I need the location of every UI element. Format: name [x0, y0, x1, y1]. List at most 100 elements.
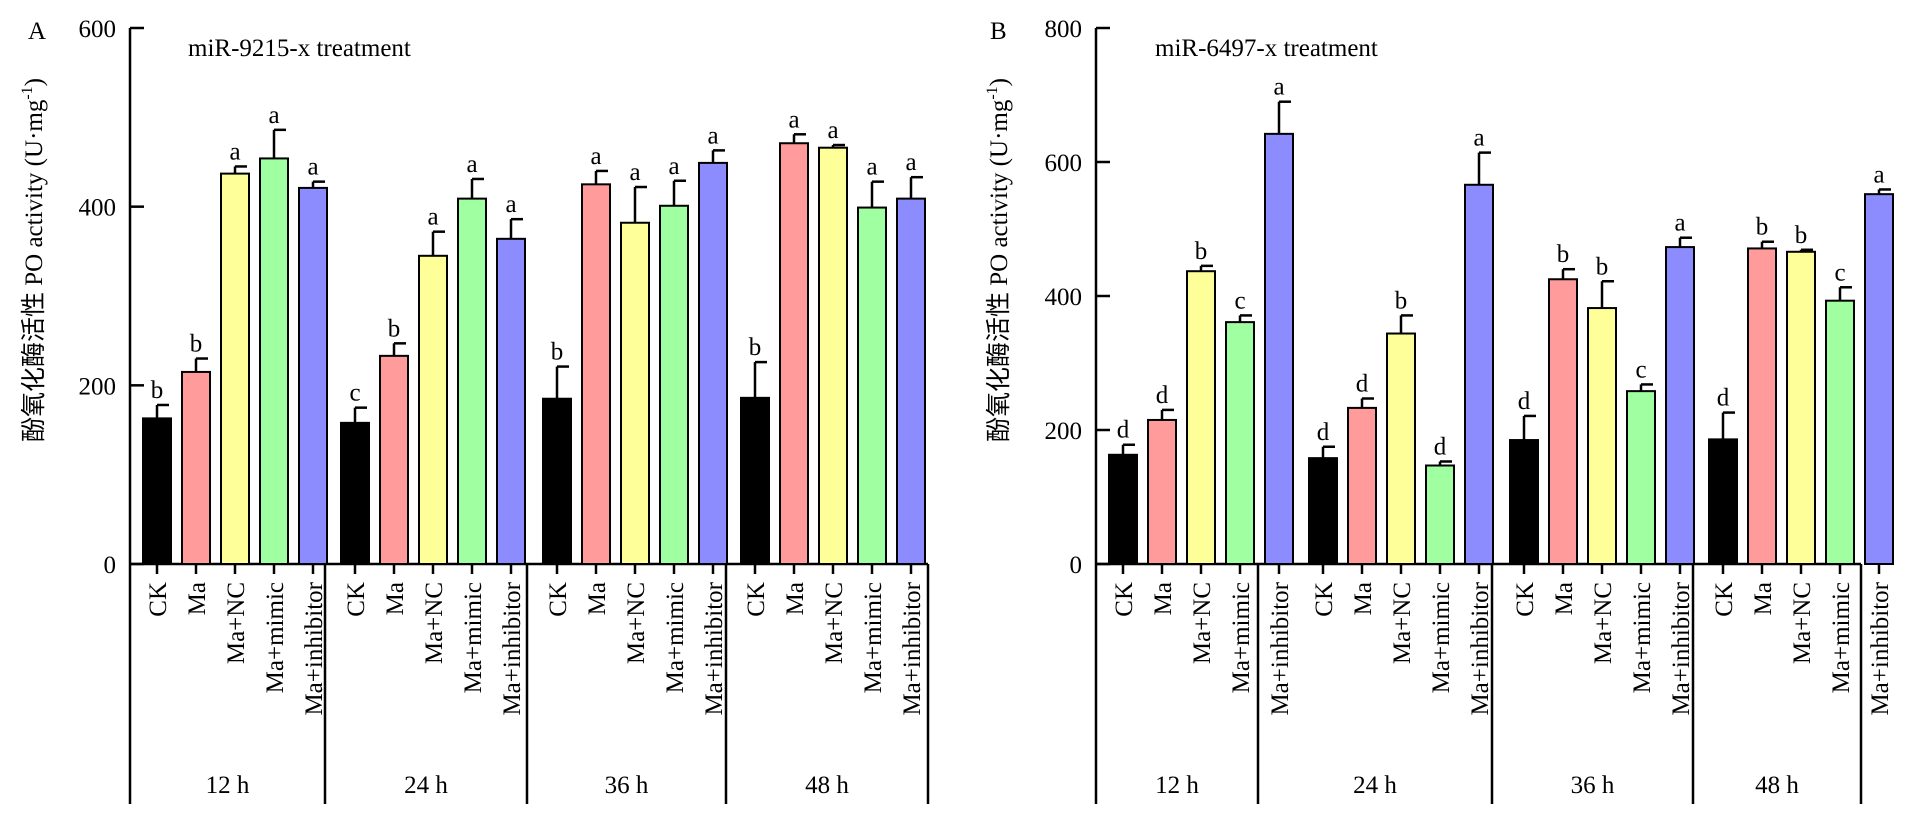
significance-label: a: [427, 204, 438, 231]
significance-label: a: [629, 159, 640, 186]
bar: [220, 172, 250, 565]
significance-label: a: [788, 106, 799, 133]
panel-a-plot: 0 200 400 600 12 h b CK b Ma a Ma+NC a Ma+mimic a Ma+i…: [79, 16, 930, 804]
bar: [340, 421, 370, 565]
category-label: Ma+mimic: [262, 582, 289, 693]
panel-b-label: B: [990, 18, 1007, 45]
panel-b-title: miR-6497-x treatment: [1155, 35, 1378, 62]
category-label: CK: [545, 582, 572, 617]
category-label: Ma+inhibitor: [499, 581, 526, 715]
significance-label: b: [1557, 241, 1570, 268]
bar: [620, 221, 650, 565]
significance-label: b: [1795, 222, 1808, 249]
category-label: CK: [145, 582, 172, 617]
category-label: CK: [1111, 582, 1138, 617]
y-tick-label: 800: [1045, 16, 1083, 43]
y-tick-label: 400: [79, 195, 117, 222]
significance-label: a: [1873, 161, 1884, 188]
category-label: Ma+inhibitor: [701, 581, 728, 715]
significance-label: a: [668, 153, 679, 180]
y-tick-label: 0: [1070, 552, 1083, 579]
y-tick-label: 200: [1045, 418, 1083, 445]
category-label: CK: [343, 582, 370, 617]
significance-label: a: [229, 138, 240, 165]
category-label: CK: [1311, 582, 1338, 617]
category-label: Ma: [184, 582, 211, 615]
bar: [1308, 457, 1338, 566]
bar: [818, 146, 848, 565]
category-label: Ma: [382, 582, 409, 615]
bar: [259, 157, 289, 565]
significance-label: a: [307, 154, 318, 181]
significance-label: d: [1317, 419, 1330, 446]
significance-label: a: [827, 117, 838, 144]
category-label: Ma+mimic: [860, 582, 887, 693]
bar: [1747, 247, 1777, 565]
significance-label: b: [151, 377, 164, 404]
bar: [1464, 183, 1494, 565]
significance-label: c: [1834, 259, 1845, 286]
significance-label: b: [1195, 238, 1208, 265]
group-label: 36 h: [1571, 772, 1615, 799]
bar: [1708, 438, 1738, 566]
category-label: Ma: [584, 582, 611, 615]
category-label: Ma+inhibitor: [1467, 581, 1494, 715]
significance-label: a: [866, 154, 877, 181]
bar: [740, 396, 770, 565]
y-tick-label: 600: [79, 16, 117, 43]
significance-label: c: [1234, 287, 1245, 314]
bar: [896, 197, 926, 565]
category-label: Ma+mimic: [1428, 582, 1455, 693]
category-label: Ma+inhibitor: [1867, 581, 1894, 715]
bar: [379, 354, 409, 565]
y-label-sup: -1: [984, 86, 1001, 99]
significance-label: a: [905, 149, 916, 176]
significance-label: b: [388, 315, 401, 342]
significance-label: d: [1717, 385, 1730, 412]
bar: [298, 186, 328, 565]
significance-label: d: [1117, 417, 1130, 444]
significance-label: c: [349, 380, 360, 407]
significance-label: d: [1518, 388, 1531, 415]
significance-label: c: [1635, 356, 1646, 383]
bar: [496, 237, 526, 565]
bar: [659, 204, 689, 565]
bar: [1108, 453, 1138, 566]
bar: [1626, 390, 1656, 566]
panel-a-title: miR-9215-x treatment: [188, 35, 411, 62]
category-label: Ma+mimic: [662, 582, 689, 693]
category-label: Ma: [1150, 582, 1177, 615]
category-label: CK: [1512, 582, 1539, 617]
category-label: Ma+inhibitor: [1668, 581, 1695, 715]
significance-label: b: [1596, 253, 1609, 280]
panel-a-y-axis-label: 酚氧化酶活性 PO activity (U·mg-1): [19, 78, 48, 442]
bar: [1425, 464, 1455, 566]
bar: [1386, 332, 1416, 565]
category-label: Ma+NC: [421, 582, 448, 664]
category-label: Ma+inhibitor: [301, 581, 328, 715]
panel-b-plot: 0 200 400 600 800 12 h d CK d Ma b Ma+NC c Ma+mimic a M…: [1045, 16, 1894, 804]
significance-label: a: [707, 122, 718, 149]
y-label-sup: -1: [19, 86, 36, 99]
panel-a-label: A: [28, 18, 46, 45]
bar: [1225, 321, 1255, 565]
y-label-main: 酚氧化酶活性 PO activity (U·mg: [985, 99, 1013, 442]
bar: [1264, 132, 1294, 566]
category-label: Ma+NC: [1590, 582, 1617, 664]
panel-b-y-axis-label: 酚氧化酶活性 PO activity (U·mg-1): [984, 78, 1013, 442]
y-tick-label: 600: [1045, 150, 1083, 177]
category-label: Ma+NC: [623, 582, 650, 664]
bar: [1665, 246, 1695, 565]
category-label: Ma+NC: [821, 582, 848, 664]
significance-label: a: [1273, 74, 1284, 101]
bar: [779, 142, 809, 566]
bar: [1548, 278, 1578, 565]
category-label: Ma+inhibitor: [899, 581, 926, 715]
significance-label: a: [505, 191, 516, 218]
significance-label: a: [268, 102, 279, 129]
category-label: Ma+mimic: [1228, 582, 1255, 693]
significance-label: a: [466, 151, 477, 178]
category-label: Ma+NC: [1389, 582, 1416, 664]
significance-label: a: [1674, 210, 1685, 237]
group-label: 24 h: [1353, 772, 1397, 799]
